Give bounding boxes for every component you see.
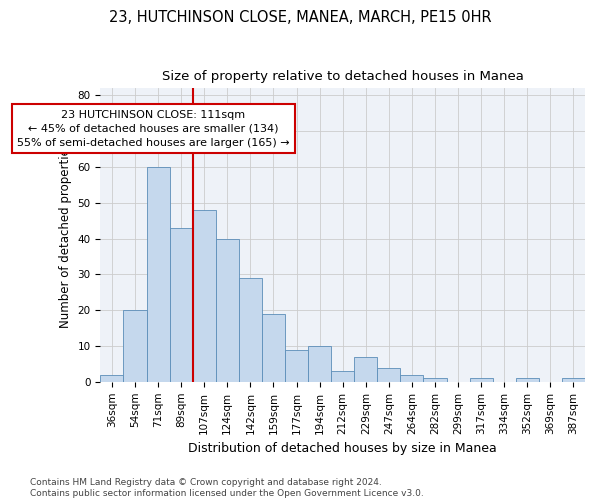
Title: Size of property relative to detached houses in Manea: Size of property relative to detached ho…: [162, 70, 524, 83]
Bar: [424, 378, 446, 382]
Text: Contains HM Land Registry data © Crown copyright and database right 2024.
Contai: Contains HM Land Registry data © Crown c…: [30, 478, 424, 498]
Bar: [331, 371, 354, 382]
Bar: [516, 378, 539, 382]
Bar: [100, 374, 124, 382]
X-axis label: Distribution of detached houses by size in Manea: Distribution of detached houses by size …: [188, 442, 497, 455]
Bar: [354, 357, 377, 382]
Bar: [262, 314, 285, 382]
Bar: [562, 378, 585, 382]
Bar: [377, 368, 400, 382]
Bar: [170, 228, 193, 382]
Bar: [216, 238, 239, 382]
Bar: [124, 310, 146, 382]
Bar: [285, 350, 308, 382]
Bar: [470, 378, 493, 382]
Bar: [308, 346, 331, 382]
Text: 23, HUTCHINSON CLOSE, MANEA, MARCH, PE15 0HR: 23, HUTCHINSON CLOSE, MANEA, MARCH, PE15…: [109, 10, 491, 25]
Bar: [239, 278, 262, 382]
Y-axis label: Number of detached properties: Number of detached properties: [59, 142, 72, 328]
Bar: [146, 167, 170, 382]
Text: 23 HUTCHINSON CLOSE: 111sqm
← 45% of detached houses are smaller (134)
55% of se: 23 HUTCHINSON CLOSE: 111sqm ← 45% of det…: [17, 110, 290, 148]
Bar: [400, 374, 424, 382]
Bar: [193, 210, 216, 382]
